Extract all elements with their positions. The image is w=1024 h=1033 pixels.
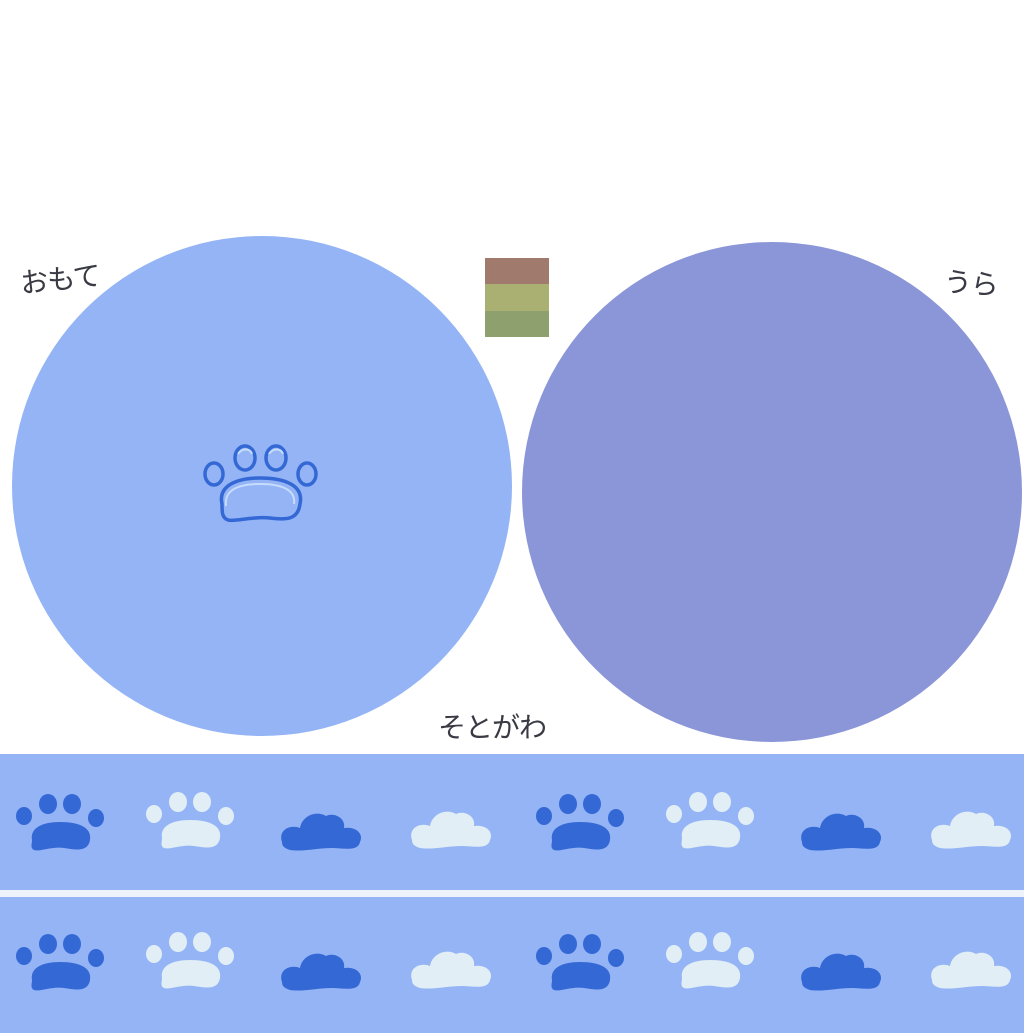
cloud-icon [402, 788, 502, 858]
paw-print-icon [662, 788, 762, 858]
paw-print-icon [532, 790, 632, 860]
paw-print-icon [12, 930, 112, 1000]
cloud-icon [402, 928, 502, 998]
cloud-icon [922, 928, 1022, 998]
paw-print-icon [200, 442, 324, 538]
cloud-icon [272, 930, 372, 1000]
strip-divider [0, 890, 1024, 897]
cloud-icon [272, 790, 372, 860]
paw-print-icon [142, 928, 242, 998]
back-label: うら [943, 260, 1000, 304]
color-swatch [485, 258, 549, 337]
cloud-icon [922, 788, 1022, 858]
paw-print-icon [532, 930, 632, 1000]
paw-print-icon [662, 928, 762, 998]
back-circle [522, 242, 1022, 742]
paw-print-icon [12, 790, 112, 860]
front-label: おもて [18, 254, 102, 302]
swatch-green [485, 311, 549, 337]
side-label: そとがわ [438, 706, 546, 746]
swatch-brown [485, 258, 549, 284]
front-circle [12, 236, 512, 736]
swatch-olive [485, 284, 549, 310]
paw-print-icon [142, 788, 242, 858]
cloud-icon [792, 790, 892, 860]
cloud-icon [792, 930, 892, 1000]
